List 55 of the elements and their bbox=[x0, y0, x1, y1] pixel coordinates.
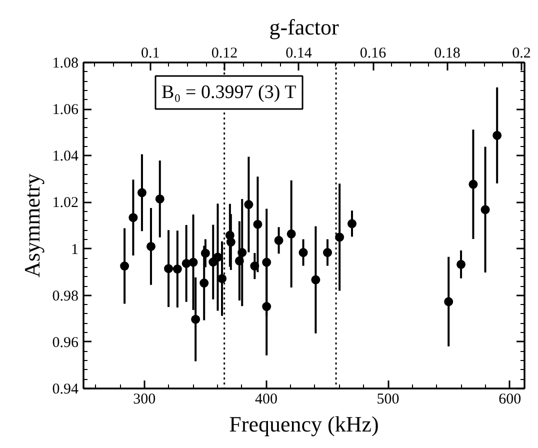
x2-tick-label: 0.2 bbox=[512, 46, 531, 62]
x2-tick-label: 0.1 bbox=[140, 46, 160, 62]
x2-tick-label: 0.18 bbox=[434, 46, 460, 62]
point bbox=[253, 220, 262, 229]
point bbox=[155, 194, 164, 204]
point bbox=[480, 205, 490, 214]
point bbox=[262, 258, 272, 267]
y-tick-label: 1 bbox=[71, 242, 78, 258]
x2-tick-label: 0.12 bbox=[211, 46, 238, 62]
x2-tick-label: 0.16 bbox=[360, 46, 387, 62]
y-tick-label: 1.04 bbox=[52, 148, 79, 165]
point bbox=[298, 248, 308, 258]
point bbox=[234, 256, 244, 266]
y-tick-label: 0.94 bbox=[52, 382, 79, 398]
point bbox=[274, 236, 284, 245]
point bbox=[128, 213, 138, 222]
point bbox=[238, 248, 247, 258]
x-tick-label: 600 bbox=[498, 392, 522, 408]
x-tick-label: 400 bbox=[254, 392, 278, 408]
point bbox=[444, 297, 454, 306]
point bbox=[250, 262, 260, 271]
point bbox=[200, 248, 210, 258]
annotation: B₀ = 0.3997 (3) T bbox=[162, 82, 297, 103]
y-tick-label: 0.98 bbox=[52, 288, 78, 304]
point bbox=[323, 248, 332, 258]
point bbox=[213, 252, 222, 262]
y-tick-label: 1.02 bbox=[52, 195, 78, 212]
x-tick-label: 500 bbox=[376, 392, 400, 408]
point bbox=[164, 264, 174, 274]
point bbox=[226, 238, 236, 247]
y-tick-label: 1.08 bbox=[52, 56, 78, 72]
point bbox=[286, 229, 296, 238]
x-tick-label: 300 bbox=[133, 392, 156, 408]
point bbox=[244, 200, 254, 210]
point bbox=[218, 274, 227, 284]
point bbox=[188, 258, 198, 267]
point bbox=[191, 314, 200, 324]
point bbox=[492, 130, 502, 140]
x-axis-title: Frequency (kHz) bbox=[229, 412, 379, 436]
point bbox=[146, 242, 156, 251]
point bbox=[200, 278, 209, 288]
x2-tick-label: 0.14 bbox=[286, 46, 312, 62]
point bbox=[335, 232, 344, 242]
y-tick-label: 1.06 bbox=[52, 102, 79, 118]
point bbox=[348, 219, 356, 228]
point bbox=[137, 188, 146, 198]
point bbox=[456, 260, 466, 269]
point bbox=[468, 180, 478, 189]
point bbox=[311, 275, 320, 284]
point bbox=[172, 264, 182, 274]
y-axis-title: Asymmetry bbox=[19, 174, 44, 278]
point bbox=[120, 262, 130, 271]
point bbox=[262, 302, 272, 312]
x2-axis-title: g-factor bbox=[269, 14, 340, 40]
y-tick-label: 0.96 bbox=[52, 334, 79, 351]
